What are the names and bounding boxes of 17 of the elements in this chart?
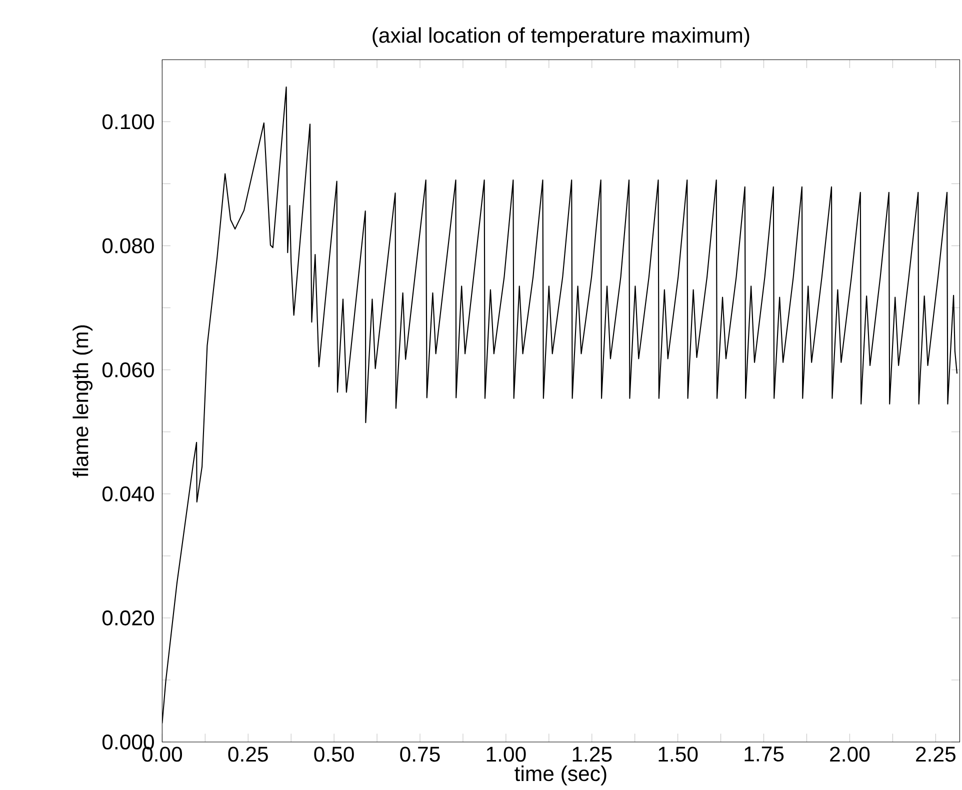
x-tick-label: 1.75 [744, 746, 784, 762]
y-tick-label: 0.080 [102, 238, 154, 254]
y-tick-label: 0.040 [102, 486, 154, 502]
x-tick-label: 2.25 [916, 746, 956, 762]
y-tick-label: 0.060 [102, 362, 154, 378]
x-axis-title: time (sec) [514, 766, 606, 786]
y-tick-label: 0.020 [102, 610, 154, 626]
x-tick-label: 0.50 [314, 746, 354, 762]
x-tick-label: 0.75 [400, 746, 440, 762]
y-tick-label: 0.100 [102, 114, 154, 130]
y-axis-title: flame length (m) [72, 325, 93, 478]
x-tick-label: 0.25 [228, 746, 268, 762]
chart-title: (axial location of temperature maximum) [372, 27, 750, 48]
x-tick-label: 1.25 [572, 746, 612, 762]
x-tick-label: 1.50 [658, 746, 698, 762]
x-tick-label: 2.00 [830, 746, 870, 762]
x-tick-label: 1.00 [486, 746, 526, 762]
